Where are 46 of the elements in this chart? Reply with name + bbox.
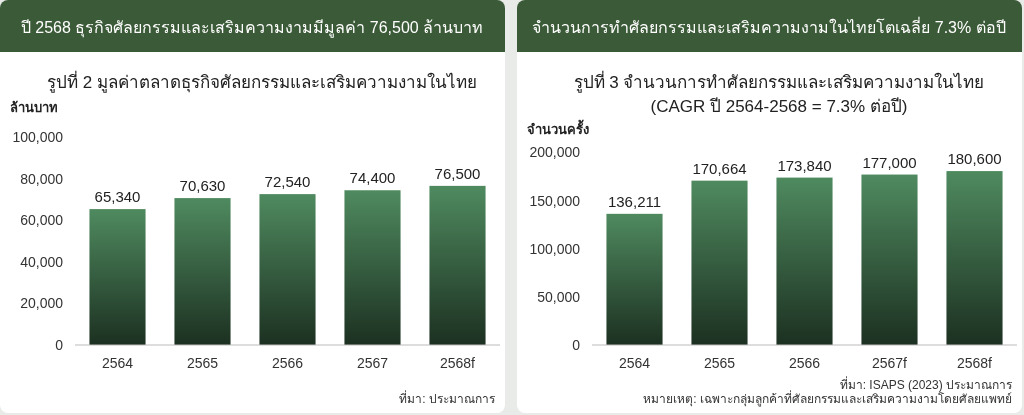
- y-tick-label: 80,000: [20, 170, 64, 187]
- data-label: 65,340: [94, 188, 141, 206]
- y-tick-label: 100,000: [12, 129, 64, 145]
- bar: [861, 174, 918, 345]
- y-tick-label: 150,000: [529, 192, 581, 209]
- y-tick-label: 100,000: [529, 240, 581, 257]
- data-label: 177,000: [862, 153, 917, 171]
- text: (CAGR ปี 2564-2568 = 7.3% ต่อปี): [650, 97, 908, 116]
- text: ที่มา: ISAPS (2023) ประมาณการ: [839, 376, 1013, 392]
- y-axis-title: จำนวนครั้ง: [527, 119, 589, 137]
- x-tick-label: 2566: [788, 355, 821, 371]
- data-label: 136,211: [607, 192, 662, 210]
- y-tick-label: 60,000: [20, 212, 64, 229]
- data-label: 72,540: [264, 173, 311, 191]
- bar: [946, 171, 1003, 345]
- y-axis-title: ล้านบาท: [10, 100, 58, 115]
- x-tick-label: 2564: [101, 355, 134, 371]
- x-tick-label: 2567f: [871, 355, 908, 371]
- chart-subtitle: รูปที่ 3 จำนวนการทำศัลยกรรมและเสริมความงามในไทย: [573, 70, 985, 93]
- y-tick-label: 40,000: [20, 253, 64, 270]
- x-tick-label: 2567: [356, 355, 389, 371]
- chart-subtitle: รูปที่ 2 มูลค่าตลาดธุรกิจศัลยกรรมและเสริมความงามในไทย: [47, 70, 477, 93]
- bar: [691, 180, 748, 345]
- x-tick-label: 2564: [618, 355, 651, 371]
- chart-title: ปี 2568 ธุรกิจศัลยกรรมและเสริมความงามมีมูลค่า 76,500 ล้านบาท: [20, 19, 484, 38]
- x-tick-label: 2566: [271, 355, 304, 371]
- x-tick-label: 2568f: [956, 355, 993, 371]
- y-tick-label: 0: [55, 337, 64, 353]
- x-tick-label: 2565: [703, 355, 736, 371]
- data-label: 74,400: [349, 169, 396, 187]
- data-label: 170,664: [692, 159, 747, 177]
- bar: [606, 213, 663, 345]
- data-label: 180,600: [947, 150, 1002, 168]
- text: ที่มา: ประมาณการ: [399, 390, 496, 406]
- data-label: 173,840: [777, 156, 832, 174]
- data-label: 70,630: [179, 177, 226, 195]
- bar: [776, 177, 833, 345]
- text: หมายเหตุ: เฉพาะกลุ่มลูกค้าที่ศัลยกรรมและเสริมความงามโดยศัลยแพทย์: [643, 390, 1012, 407]
- y-tick-label: 0: [572, 337, 581, 353]
- y-tick-label: 200,000: [529, 144, 581, 161]
- chart-title: จำนวนการทำศัลยกรรมและเสริมความงามในไทยโตเฉลี่ย 7.3% ต่อปี: [532, 16, 1006, 36]
- y-tick-label: 50,000: [537, 288, 581, 305]
- x-tick-label: 2568f: [439, 355, 476, 371]
- x-tick-label: 2565: [186, 355, 219, 371]
- data-label: 76,500: [434, 164, 481, 182]
- y-tick-label: 20,000: [20, 295, 64, 312]
